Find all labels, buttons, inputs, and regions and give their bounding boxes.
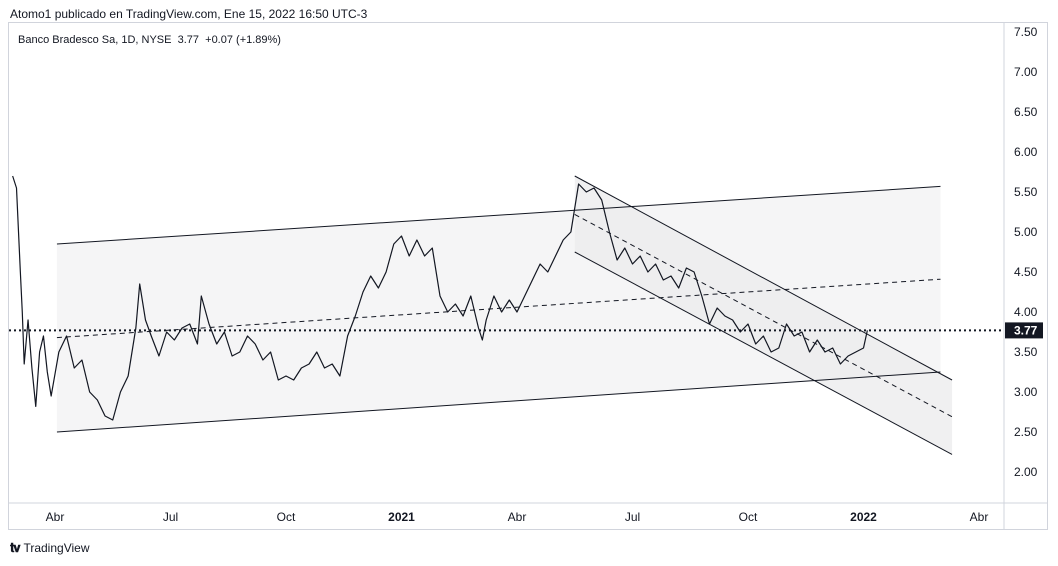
y-tick-label: 2.50 <box>1014 425 1038 439</box>
x-tick-label: Jul <box>163 510 178 524</box>
wide-channel-lower-line <box>56 371 941 433</box>
price-series-line <box>12 175 868 421</box>
x-tick-label: Oct <box>739 510 758 524</box>
publisher-caption: Atomo1 publicado en TradingView.com, Ene… <box>10 7 368 21</box>
x-tick-label: Abr <box>970 510 989 524</box>
y-tick-label: 2.00 <box>1014 465 1038 479</box>
y-tick-label: 7.50 <box>1014 25 1038 39</box>
price-change: +0.07 (+1.89%) <box>205 34 281 46</box>
wide-channel-fill <box>56 186 941 432</box>
y-tick-label: 6.50 <box>1014 105 1038 119</box>
chart-frame <box>8 22 1048 530</box>
y-tick-label: 5.50 <box>1014 185 1038 199</box>
x-tick-label: Abr <box>46 510 65 524</box>
x-tick-label: 2021 <box>388 510 415 524</box>
last-price: 3.77 <box>177 34 200 46</box>
symbol-legend[interactable]: Banco Bradesco Sa, 1D, NYSE 3.77 +0.07 (… <box>18 34 281 46</box>
symbol-name: Banco Bradesco Sa, 1D, NYSE <box>18 34 172 46</box>
tradingview-logo-icon: 𝐭𝐯 <box>10 540 21 555</box>
y-tick-label: 7.00 <box>1014 65 1038 79</box>
y-tick-label: 6.00 <box>1014 145 1038 159</box>
down-channel-lower-line <box>574 251 953 455</box>
y-tick-label: 5.00 <box>1014 225 1038 239</box>
x-tick-label: Jul <box>625 510 640 524</box>
last-price-badge <box>1005 322 1043 339</box>
footer-brand[interactable]: 𝐭𝐯 TradingView <box>10 540 90 556</box>
down-channel-fill <box>574 176 953 455</box>
x-tick-label: 2022 <box>850 510 877 524</box>
wide-channel-upper-line <box>56 185 941 245</box>
x-tick-label: Oct <box>277 510 296 524</box>
x-tick-label: Abr <box>508 510 527 524</box>
wide-channel-mid-line <box>56 278 941 339</box>
y-tick-label: 3.50 <box>1014 345 1038 359</box>
down-channel-upper-line <box>574 175 953 381</box>
y-tick-label: 4.50 <box>1014 265 1038 279</box>
last-price-badge-label: 3.77 <box>1014 323 1038 337</box>
brand-name: TradingView <box>23 541 90 555</box>
y-tick-label: 4.00 <box>1014 305 1038 319</box>
y-tick-label: 3.00 <box>1014 385 1038 399</box>
